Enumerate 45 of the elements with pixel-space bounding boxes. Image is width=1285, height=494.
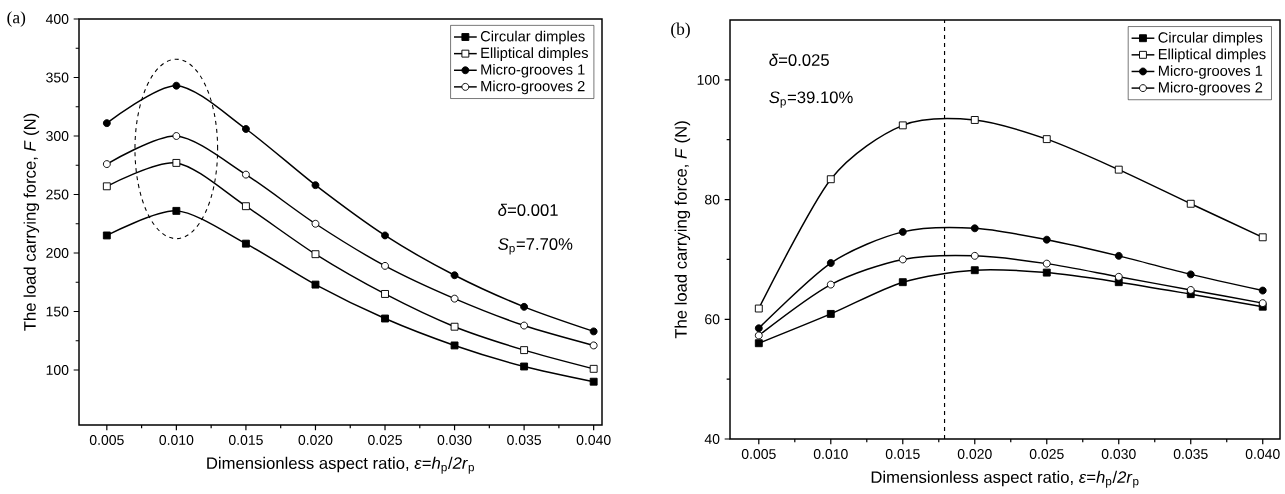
x-tick-label: 0.005	[741, 449, 776, 459]
x-tick-label: 0.035	[507, 435, 542, 445]
x-tick-label: 0.040	[576, 435, 611, 445]
x-tick-label: 0.005	[89, 435, 124, 445]
legend-label: Elliptical dimples	[481, 47, 588, 61]
x-axis-title: Dimensionless aspect ratio, ε=h$_{p}$/2r$_{p}$	[871, 470, 1139, 488]
legend-label: Micro-grooves 1	[481, 63, 585, 78]
y-tick-label: 350	[46, 72, 69, 83]
x-tick-label: 0.020	[957, 449, 992, 459]
legend-label: Micro-grooves 2	[1158, 81, 1263, 96]
y-axis-title: The load carrying force, F (N)	[674, 121, 691, 339]
legend-label: Circular dimples	[480, 30, 585, 45]
x-tick-label: 0.015	[228, 435, 263, 445]
legend-label: Micro-grooves 1	[1158, 65, 1263, 79]
annotation: δ=0.025	[769, 53, 829, 66]
y-tick-label: 40	[704, 434, 720, 444]
x-tick-label: 0.025	[368, 435, 402, 445]
y-tick-label: 400	[45, 14, 69, 24]
x-tick-label: 0.010	[813, 449, 848, 459]
annotation: S$_{p}$=7.70%	[498, 238, 573, 255]
x-tick-label: 0.010	[159, 435, 194, 445]
chart-title: (a)	[7, 11, 26, 27]
y-tick-label: 300	[46, 131, 69, 141]
x-tick-label: 0.030	[437, 435, 472, 445]
y-tick-label: 100	[697, 74, 720, 85]
legend-label: Micro-grooves 2	[481, 80, 585, 95]
x-tick-label: 0.035	[1173, 449, 1208, 459]
y-tick-label: 200	[46, 248, 69, 258]
x-tick-label: 0.020	[298, 435, 333, 445]
x-tick-label: 0.030	[1101, 449, 1136, 459]
x-tick-label: 0.015	[885, 449, 920, 459]
y-tick-label: 150	[46, 306, 69, 317]
x-tick-label: 0.025	[1029, 449, 1064, 459]
y-axis-title: The load carrying force, F (N)	[23, 113, 40, 331]
chart-title: (b)	[671, 22, 690, 39]
annotation: δ=0.001	[498, 203, 558, 216]
annotation: S$_{p}$=39.10%	[769, 91, 853, 108]
legend-label: Elliptical dimples	[1158, 48, 1266, 63]
x-axis-title: Dimensionless aspect ratio, ε=h$_{p}$/2r$_{p}$	[207, 456, 474, 474]
x-tick-label: 0.040	[1245, 449, 1280, 459]
legend-label: Circular dimples	[1158, 31, 1263, 46]
y-tick-label: 250	[46, 189, 69, 200]
y-tick-label: 80	[705, 194, 720, 205]
y-tick-label: 100	[46, 365, 69, 375]
y-tick-label: 60	[705, 314, 720, 325]
